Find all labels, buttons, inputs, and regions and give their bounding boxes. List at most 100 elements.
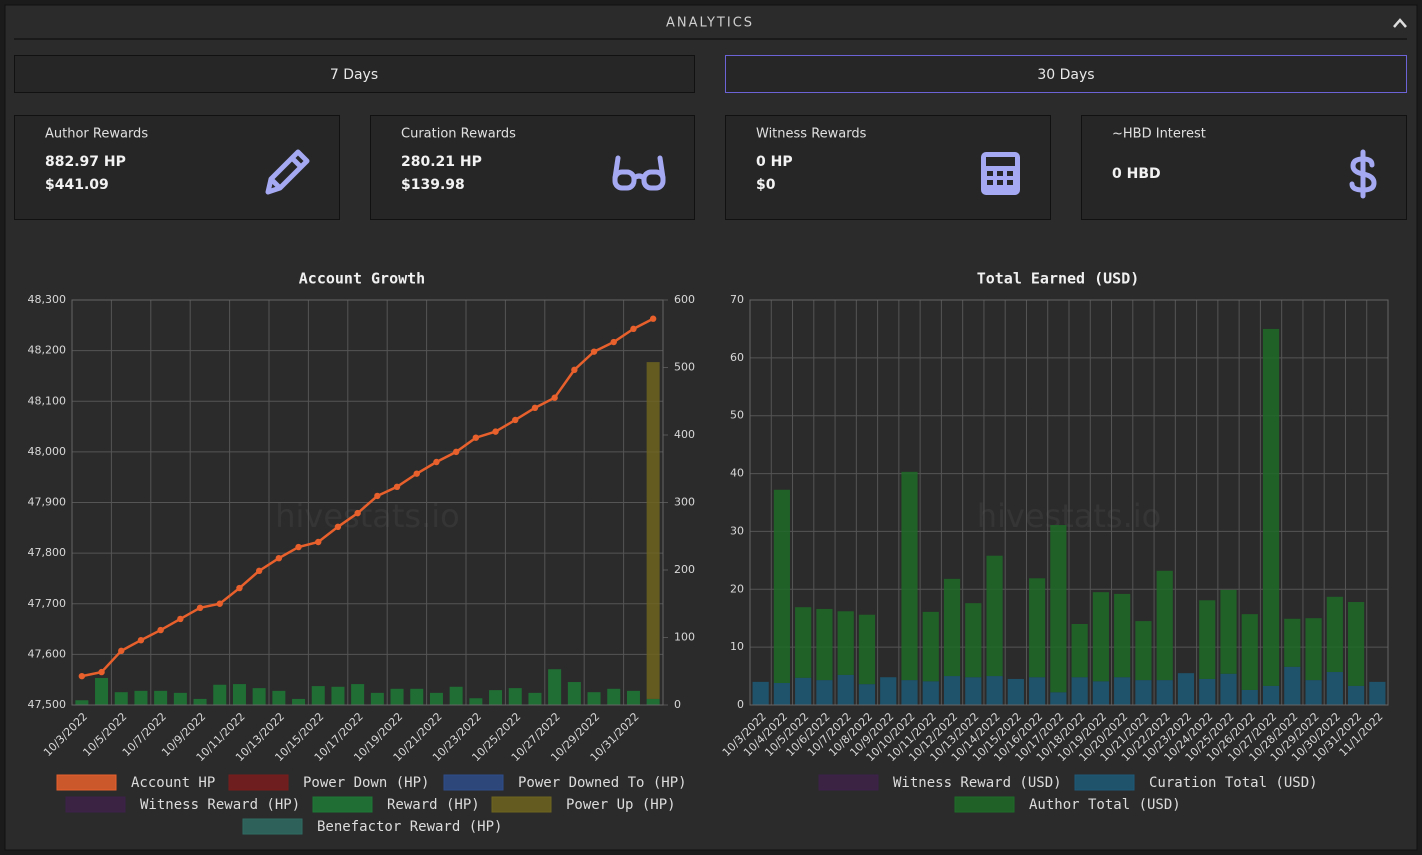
bar: [351, 684, 365, 705]
bar: [548, 669, 562, 705]
bar: [1135, 621, 1152, 681]
legend-label: Reward (HP): [387, 797, 480, 813]
point: [630, 325, 637, 333]
pencil-icon: [265, 149, 310, 195]
bar: [193, 698, 207, 705]
bar: [1284, 618, 1301, 667]
legend-swatch: [491, 796, 552, 813]
legend-swatch: [312, 796, 373, 813]
bar: [1135, 680, 1152, 705]
legend-label: Power Down (HP): [303, 775, 429, 791]
point: [492, 428, 499, 435]
point: [137, 637, 145, 644]
bar: [114, 692, 128, 705]
y-tick-label: 60: [730, 351, 744, 364]
bar: [986, 676, 1003, 705]
bar: [795, 607, 812, 678]
bar: [410, 688, 424, 705]
legend-swatch: [1074, 774, 1135, 791]
tab-button-active[interactable]: [725, 55, 1407, 93]
bar: [292, 698, 306, 705]
y-tick-label: 47,800: [28, 546, 67, 559]
bar: [773, 489, 790, 684]
y2-tick-label: 600: [674, 293, 695, 306]
legend-label: Curation Total (USD): [1149, 775, 1318, 791]
tab-button[interactable]: [14, 55, 695, 93]
point: [315, 538, 322, 546]
collapse-caret[interactable]: [1393, 18, 1407, 28]
point: [413, 470, 420, 477]
dollar-icon: [1349, 149, 1377, 199]
card: Curation Rewards 280.21 HP $139.98: [370, 115, 695, 220]
bar: [1199, 678, 1216, 705]
point: [393, 483, 401, 491]
y-tick-label: 50: [730, 409, 744, 422]
bar: [567, 682, 581, 705]
chart-title: Total Earned (USD): [977, 270, 1140, 288]
y-tick-label: 47,600: [28, 647, 67, 660]
bar: [965, 603, 982, 678]
bar: [943, 676, 961, 705]
legend-label: Power Up (HP): [566, 797, 676, 813]
point: [98, 668, 105, 676]
bar: [390, 688, 404, 705]
bar: [880, 677, 897, 705]
bar: [858, 684, 876, 705]
bar: [986, 555, 1003, 677]
bar: [1220, 673, 1237, 705]
point: [118, 647, 125, 655]
bar: [837, 674, 854, 705]
legend-label: Witness Reward (HP): [140, 797, 300, 813]
chart-title: Account Growth: [299, 270, 425, 288]
bar: [508, 688, 522, 705]
point: [610, 338, 617, 346]
line: [81, 317, 654, 678]
legend-swatch: [443, 774, 504, 791]
point: [354, 509, 361, 517]
y-tick-label: 0: [737, 698, 744, 711]
tab-label[interactable]: 7 Days: [330, 67, 378, 83]
point: [649, 315, 657, 322]
bar: [1326, 672, 1343, 705]
bar: [1199, 600, 1216, 679]
bar: [1326, 596, 1343, 673]
y-tick-label: 48,300: [28, 293, 67, 306]
point: [196, 604, 204, 611]
bar: [252, 688, 266, 705]
legend-label: Benefactor Reward (HP): [317, 819, 502, 835]
bar: [213, 684, 227, 705]
point: [295, 543, 302, 551]
bar: [75, 700, 89, 705]
point: [334, 523, 342, 530]
card-title: Author Rewards: [45, 127, 148, 142]
bar: [1114, 677, 1131, 705]
bar: [272, 690, 286, 705]
card-value: 882.97 HP: [45, 154, 126, 170]
legend-swatch: [228, 774, 289, 791]
bar: [469, 698, 483, 705]
bar: [154, 690, 168, 705]
bar: [943, 578, 961, 677]
bar: [922, 681, 939, 705]
legend-label: Power Downed To (HP): [518, 775, 687, 791]
point: [275, 554, 283, 562]
bar: [1029, 677, 1046, 705]
y-tick-label: 10: [730, 640, 744, 653]
card: Author Rewards 882.97 HP $441.09: [14, 115, 340, 220]
bar: [795, 677, 812, 705]
y-tick-label: 48,000: [28, 445, 67, 458]
bar: [1305, 680, 1322, 705]
bar: [1114, 593, 1131, 678]
bar: [1071, 677, 1088, 705]
bar: [429, 692, 443, 705]
tab-label[interactable]: 30 Days: [1037, 67, 1094, 83]
card-box: [370, 115, 695, 220]
bar: [311, 686, 325, 705]
bar: [816, 608, 833, 681]
bar: [1029, 578, 1046, 678]
card-title: Curation Rewards: [401, 127, 516, 142]
y2-tick-label: 100: [674, 631, 695, 644]
legend-swatch: [56, 774, 117, 791]
card: Witness Rewards 0 HP $0: [725, 115, 1051, 220]
point: [255, 567, 263, 575]
